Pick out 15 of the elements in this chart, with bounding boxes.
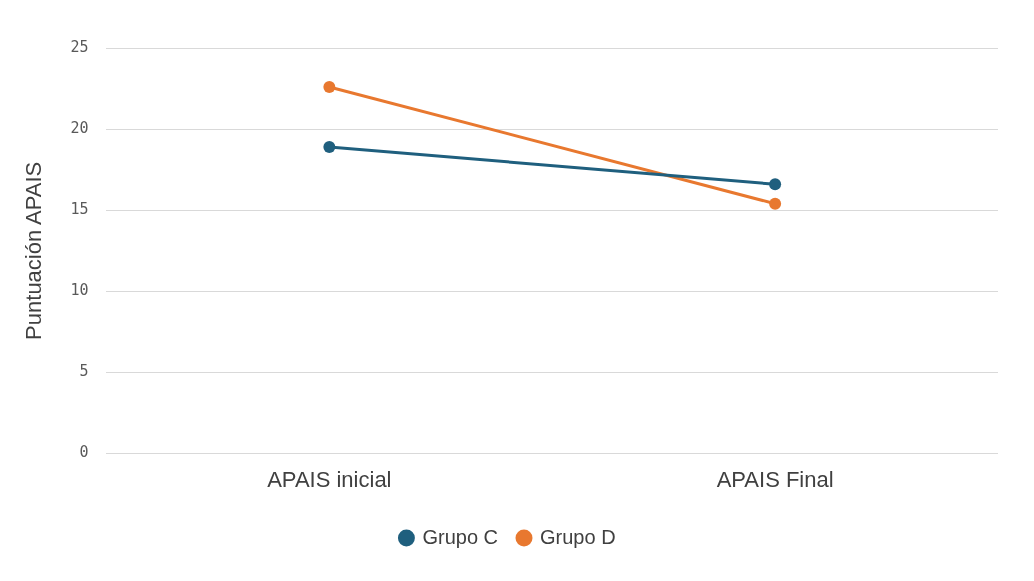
point [769, 197, 782, 210]
x-tick-label: APAIS Final [716, 466, 834, 492]
y-axis-title: Puntuación APAIS [21, 161, 47, 340]
y-tick-label: 10 [70, 281, 89, 300]
y-tick-label: 0 [79, 443, 89, 462]
point [769, 178, 782, 191]
y-tick-label: 25 [70, 37, 89, 56]
x-tick-label: APAIS inicial [267, 466, 392, 492]
y-tick-label: 20 [70, 119, 89, 138]
legend-label: Grupo C [422, 525, 499, 548]
legend-label: Grupo D [540, 525, 616, 548]
y-tick-label: 5 [79, 362, 89, 381]
point [323, 140, 336, 153]
point [323, 80, 336, 93]
y-tick-label: 15 [70, 200, 89, 219]
